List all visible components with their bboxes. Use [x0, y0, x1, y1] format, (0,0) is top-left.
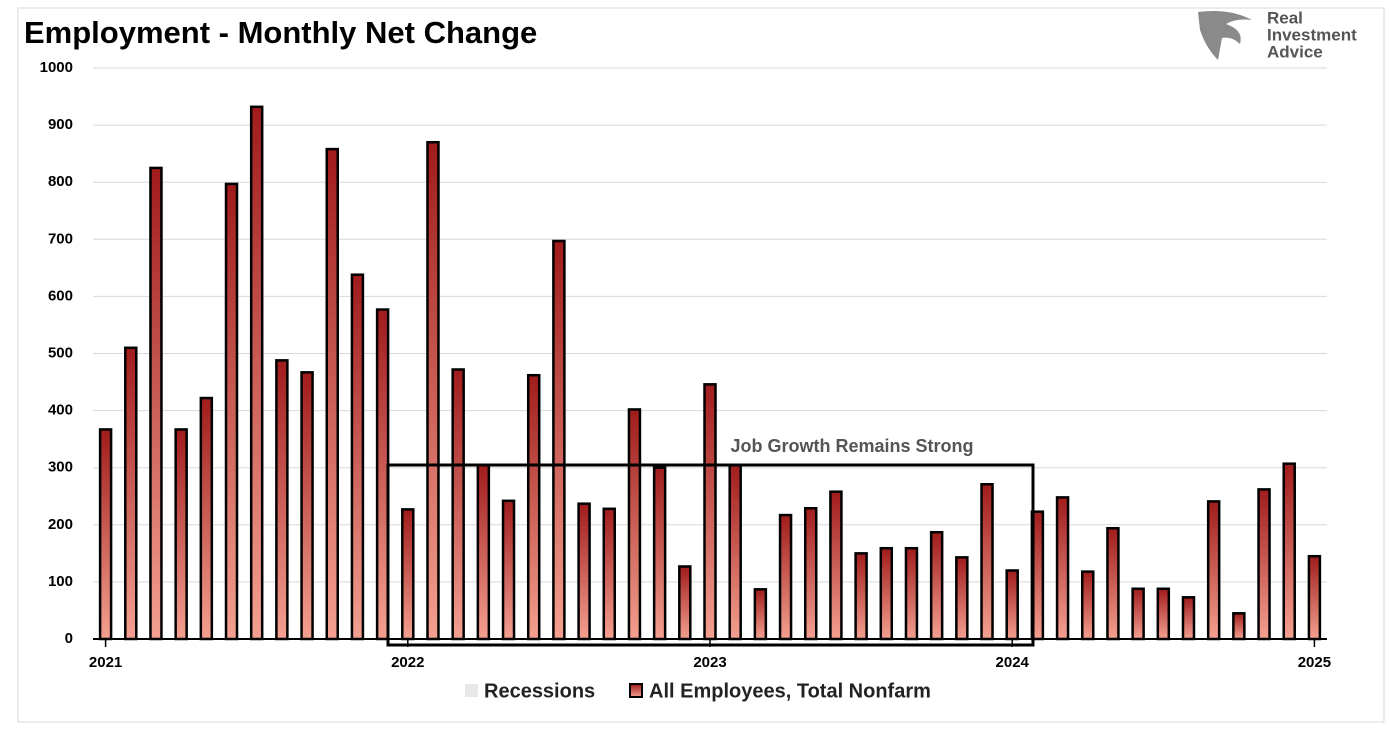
bar: [577, 502, 591, 641]
x-tick-label: 2022: [391, 654, 424, 671]
y-tick-label: 700: [48, 230, 73, 247]
bar: [375, 308, 390, 641]
bar: [929, 530, 944, 641]
bar: [1206, 500, 1221, 641]
bar: [678, 565, 692, 641]
bar: [350, 273, 365, 641]
annotation: Job Growth Remains Strong: [730, 436, 973, 456]
y-tick-label: 300: [48, 459, 73, 476]
bar: [1106, 526, 1120, 641]
y-tick-label: 500: [48, 344, 73, 361]
bar: [627, 408, 642, 641]
bar: [904, 546, 919, 641]
bar: [1282, 462, 1296, 641]
bar: [552, 239, 566, 641]
bar: [451, 368, 465, 641]
bar: [476, 463, 491, 641]
y-tick-label: 900: [48, 116, 73, 133]
bar: [879, 546, 894, 641]
bar: [703, 383, 717, 641]
bar: [1005, 569, 1019, 641]
bar: [854, 552, 868, 641]
logo-text: Investment: [1267, 25, 1357, 44]
bar: [224, 182, 239, 641]
bar: [1156, 587, 1171, 641]
bar: [199, 396, 214, 641]
bar: [325, 147, 339, 641]
bar: [728, 463, 742, 641]
x-tick-label: 2024: [996, 654, 1030, 671]
chart-frame: [17, 7, 1385, 723]
bar: [174, 428, 188, 641]
logo-text: Real: [1267, 8, 1303, 27]
bar: [1081, 570, 1095, 641]
legend-label: Recessions: [484, 680, 595, 702]
bar: [501, 499, 516, 641]
logo: Real Investment Advice: [1198, 8, 1357, 61]
bar: [980, 483, 994, 641]
y-tick-label: 800: [48, 173, 73, 190]
bar: [98, 428, 113, 641]
y-tick-label: 200: [48, 516, 73, 533]
chart-title: Employment - Monthly Net Change: [24, 15, 537, 50]
legend-swatch: [465, 684, 478, 697]
bar: [1307, 554, 1322, 641]
x-tick-label: 2025: [1298, 654, 1331, 671]
bar: [124, 346, 138, 641]
bar: [1131, 587, 1145, 641]
x-tick-label: 2023: [693, 654, 726, 671]
bar: [275, 359, 289, 641]
bar: [1055, 496, 1070, 641]
bar: [300, 371, 314, 641]
bar: [526, 373, 541, 641]
bar: [829, 490, 843, 641]
x-tick-label: 2021: [89, 654, 122, 671]
bar: [1232, 612, 1246, 641]
y-tick-label: 400: [48, 402, 73, 419]
y-tick-label: 0: [65, 630, 73, 647]
bar: [1257, 488, 1271, 641]
bar: [778, 513, 793, 641]
bar: [602, 507, 617, 641]
y-tick-label: 600: [48, 287, 73, 304]
bar: [652, 466, 667, 641]
logo-text: Advice: [1267, 42, 1323, 61]
bar: [426, 140, 440, 641]
legend-label: All Employees, Total Nonfarm: [649, 680, 931, 702]
highlight-box: [386, 463, 1035, 647]
y-tick-label: 1000: [40, 59, 73, 76]
bar: [955, 556, 969, 641]
logo-icon: [1198, 11, 1252, 60]
y-tick-label: 100: [48, 573, 73, 590]
bar: [753, 588, 768, 641]
plot: 0 100 200 300 400 500 600 700 800 900 1000 2021 2022…: [40, 59, 1331, 702]
bar: [803, 506, 818, 641]
bar: [249, 105, 264, 641]
bar: [401, 508, 415, 641]
legend-swatch: [629, 683, 643, 698]
bar: [149, 166, 163, 641]
bar: [1181, 596, 1196, 641]
